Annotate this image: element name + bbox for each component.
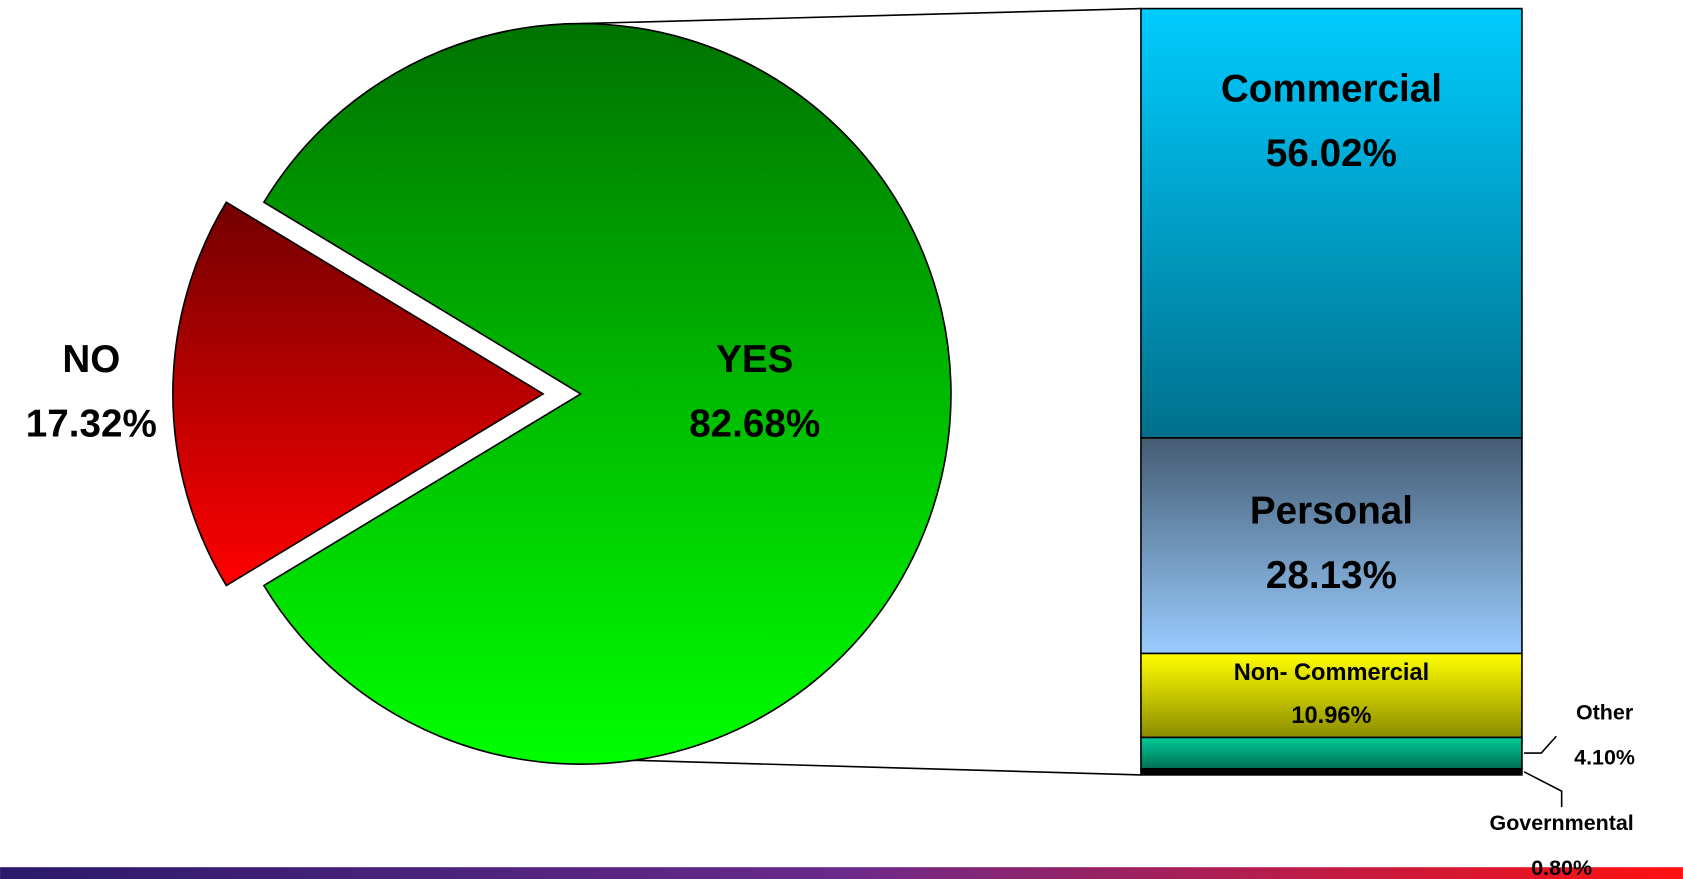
segment-label: Non- Commercial [1234, 660, 1429, 686]
bar-segment [1140, 767, 1523, 776]
bar-segment [1140, 652, 1523, 739]
bar-segment [1140, 437, 1523, 655]
segment-value-label: 4.10% [1574, 745, 1635, 769]
slice-value-label: 17.32% [26, 402, 157, 445]
segment-label: Governmental [1490, 811, 1634, 835]
pie-slice [172, 201, 545, 587]
leader-line [1523, 771, 1563, 808]
slice-label: YES [716, 338, 793, 381]
segment-label: Commercial [1221, 67, 1442, 110]
connector-line [580, 757, 1141, 776]
segment-value-label: 28.13% [1266, 554, 1397, 597]
bar-segment [1140, 7, 1523, 439]
segment-value-label: 0.80% [1531, 856, 1592, 879]
segment-label: Other [1576, 700, 1634, 724]
slice-label: NO [62, 338, 120, 381]
segment-value-label: 10.96% [1291, 703, 1371, 729]
footer-band [0, 867, 1683, 879]
pie-slice [262, 22, 952, 765]
segment-value-label: 56.02% [1266, 132, 1397, 175]
leader-line [1524, 735, 1557, 754]
bar-segment [1140, 736, 1523, 770]
connector-line [580, 7, 1141, 25]
slice-value-label: 82.68% [689, 402, 820, 445]
segment-label: Personal [1250, 490, 1413, 533]
